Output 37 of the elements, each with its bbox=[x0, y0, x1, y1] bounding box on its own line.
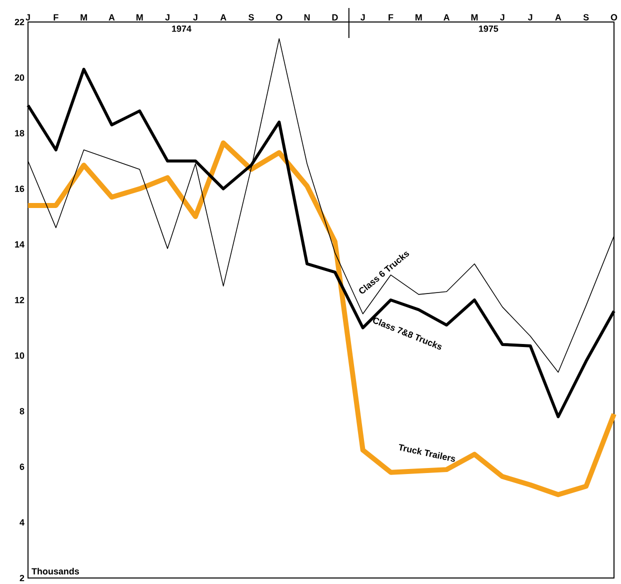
x-tick-label: M bbox=[416, 14, 422, 20]
x-tick-label: D bbox=[332, 14, 338, 20]
x-tick-label: J bbox=[528, 14, 532, 20]
x-tick-label: F bbox=[388, 14, 394, 20]
x-tick-label: A bbox=[444, 14, 450, 20]
y-tick-label: 14 bbox=[15, 241, 24, 248]
x-tick-label: S bbox=[583, 14, 589, 20]
x-tick-label: A bbox=[108, 14, 115, 20]
x-tick-label: J bbox=[193, 14, 198, 20]
x-tick-label: J bbox=[360, 14, 365, 20]
y-tick-label: 10 bbox=[15, 352, 24, 359]
y-tick-label: 8 bbox=[20, 408, 24, 414]
x-tick-label: O bbox=[610, 14, 618, 20]
x-tick-label: J bbox=[165, 14, 170, 20]
y-tick-label: 12 bbox=[15, 296, 24, 303]
x-tick-label: A bbox=[220, 14, 226, 20]
y-tick-label: 22 bbox=[14, 18, 24, 25]
x-tick-label: S bbox=[248, 14, 254, 20]
x-tick-label: M bbox=[471, 14, 478, 20]
y-tick-label: 20 bbox=[14, 74, 24, 81]
x-tick-label: A bbox=[555, 14, 562, 20]
x-tick-label: N bbox=[304, 14, 310, 20]
annotation: Thousands bbox=[32, 568, 79, 574]
y-tick-label: 18 bbox=[15, 130, 24, 136]
x-tick-label: M bbox=[136, 14, 143, 20]
y-tick-label: 2 bbox=[20, 574, 24, 581]
y-tick-label: 4 bbox=[20, 519, 24, 526]
y-tick-label: 16 bbox=[15, 185, 24, 192]
annotation: 1975 bbox=[479, 25, 498, 32]
annotation: 1974 bbox=[172, 25, 192, 32]
text: Truck Trailers bbox=[399, 444, 456, 462]
x-tick-label: O bbox=[276, 14, 282, 20]
x-tick-label: F bbox=[54, 14, 58, 20]
y-tick-label: 6 bbox=[20, 463, 24, 470]
x-tick-label: J bbox=[500, 14, 504, 20]
x-tick-label: M bbox=[80, 14, 87, 20]
x-tick-label: J bbox=[26, 14, 30, 20]
